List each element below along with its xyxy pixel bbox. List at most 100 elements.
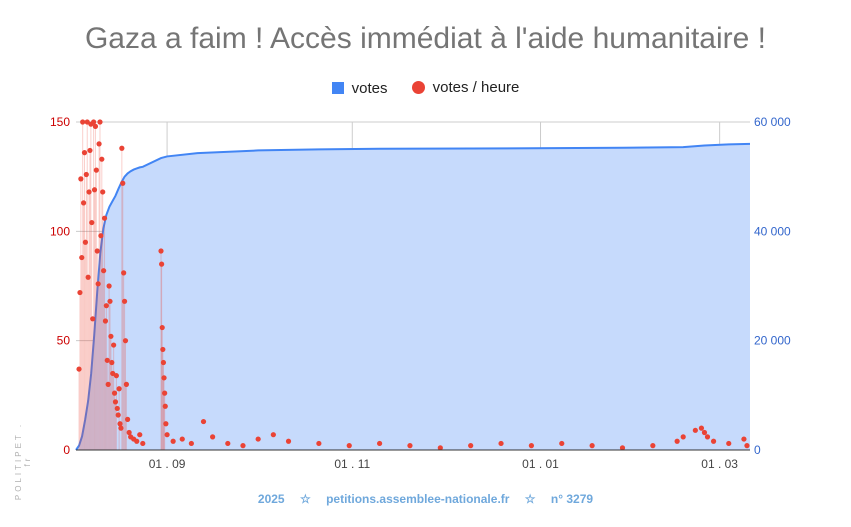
votes-per-hour-point (160, 346, 166, 353)
votes-per-hour-point (726, 440, 732, 447)
votes-per-hour-point (498, 440, 504, 447)
votes-per-hour-point (85, 274, 91, 280)
x-axis-tick-label: 01 . 11 (334, 457, 370, 471)
votes-per-hour-point (79, 254, 85, 261)
x-axis-tick-label: 01 . 09 (149, 457, 186, 471)
votes-per-hour-point (674, 438, 680, 444)
votes-per-hour-point (744, 443, 750, 449)
votes-per-hour-point (710, 438, 717, 444)
votes-per-hour-point (161, 375, 167, 381)
votes-per-hour-point (704, 434, 711, 440)
right-axis-tick-label: 60 000 (754, 115, 791, 129)
votes-per-hour-point (111, 342, 117, 348)
votes-per-hour-point (121, 270, 127, 276)
votes-per-hour-point (240, 443, 246, 449)
votes-per-hour-point (81, 150, 88, 156)
votes-per-hour-point (162, 390, 168, 396)
votes-per-hour-point (86, 189, 92, 195)
legend-swatch-square-icon (331, 82, 344, 94)
votes-per-hour-point (225, 440, 231, 447)
votes-per-hour-point (160, 359, 167, 366)
votes-per-hour-point (121, 298, 128, 304)
left-axis-tick-label: 100 (50, 224, 70, 238)
votes-per-hour-point (116, 386, 122, 392)
left-axis-tick-label: 150 (50, 115, 70, 129)
votes-per-hour-point (91, 187, 98, 193)
votes-per-hour-point (87, 147, 93, 154)
right-axis-tick-label: 20 000 (754, 334, 791, 348)
votes-per-hour-point (698, 425, 705, 431)
votes-per-hour-point (83, 171, 89, 178)
votes-per-hour-point (741, 436, 747, 442)
votes-per-hour-point (102, 318, 109, 324)
votes-per-hour-point (316, 440, 322, 447)
votes-area (76, 143, 750, 450)
votes-per-hour-point (140, 440, 146, 447)
legend: votes votes / heure (0, 79, 851, 98)
votes-per-hour-point (89, 219, 95, 226)
votes-per-hour-point (112, 399, 119, 405)
votes-per-hour-point (159, 324, 165, 331)
right-axis-tick-label: 40 000 (754, 224, 791, 238)
votes-per-hour-point (117, 421, 123, 427)
votes-per-hour-point (162, 403, 168, 409)
footer-petition-number: n° 3279 (550, 492, 594, 506)
legend-item-votes-per-hour[interactable]: votes / heure (411, 79, 519, 96)
votes-per-hour-point (119, 145, 125, 151)
votes-per-hour-point (407, 443, 413, 449)
votes-per-hour-point (76, 366, 82, 372)
votes-per-hour-point (619, 445, 626, 451)
votes-per-hour-point (589, 443, 595, 449)
votes-per-hour-point (104, 357, 110, 363)
votes-per-hour-point (377, 440, 383, 447)
votes-per-hour-point (123, 381, 129, 387)
votes-per-hour-point (701, 429, 708, 436)
votes-per-hour-point (170, 438, 176, 444)
votes-per-hour-point (90, 316, 96, 322)
votes-per-hour-point (103, 303, 109, 309)
legend-swatch-dot-icon (411, 81, 425, 94)
votes-per-hour-point (210, 434, 216, 440)
votes-per-hour-point (111, 390, 118, 396)
side-watermark: POLITIPET . fr (14, 421, 32, 501)
left-axis-tick-label: 0 (63, 443, 70, 457)
votes-per-hour-point (82, 239, 89, 245)
votes-per-hour-point (120, 180, 126, 186)
votes-per-hour-point (122, 338, 129, 344)
legend-item-votes[interactable]: votes (331, 79, 388, 97)
votes-per-hour-point (94, 248, 100, 254)
votes-per-hour-point (98, 233, 104, 239)
votes-per-hour-point (118, 425, 124, 431)
votes-per-hour-point (96, 141, 102, 147)
left-axis-tick-label: 50 (57, 334, 71, 348)
votes-per-hour-point (93, 167, 99, 173)
votes-per-hour-point (107, 298, 113, 304)
right-axis-tick-label: 0 (754, 443, 761, 457)
votes-per-hour-point (285, 438, 292, 444)
votes-per-hour-point (134, 438, 140, 444)
votes-per-hour-point (109, 359, 115, 366)
legend-label-votes: votes (351, 79, 388, 97)
votes-per-hour-point (78, 176, 84, 182)
votes-per-hour-point (437, 445, 443, 451)
votes-per-hour-point (101, 215, 108, 221)
votes-per-hour-point (468, 443, 474, 449)
x-axis-tick-label: 01 . 03 (701, 457, 738, 471)
votes-per-hour-point (125, 416, 131, 422)
votes-per-hour-point (77, 289, 83, 296)
votes-per-hour-point (692, 427, 698, 433)
votes-per-hour-point (108, 333, 114, 339)
votes-per-hour-point (255, 436, 261, 442)
votes-per-hour-point (346, 443, 352, 449)
votes-per-hour-point (106, 283, 112, 289)
votes-per-hour-point (114, 405, 120, 412)
votes-per-hour-point (95, 281, 101, 287)
votes-per-hour-point (99, 156, 105, 162)
votes-per-hour-point (126, 429, 132, 436)
votes-per-hour-point (137, 432, 143, 438)
footer-site-link[interactable]: petitions.assemblee-nationale.fr (326, 492, 510, 506)
x-axis-tick-label: 01 . 01 (522, 457, 559, 471)
votes-per-hour-point (97, 119, 103, 125)
votes-per-hour-point (80, 200, 87, 206)
votes-per-hour-point (100, 189, 106, 195)
